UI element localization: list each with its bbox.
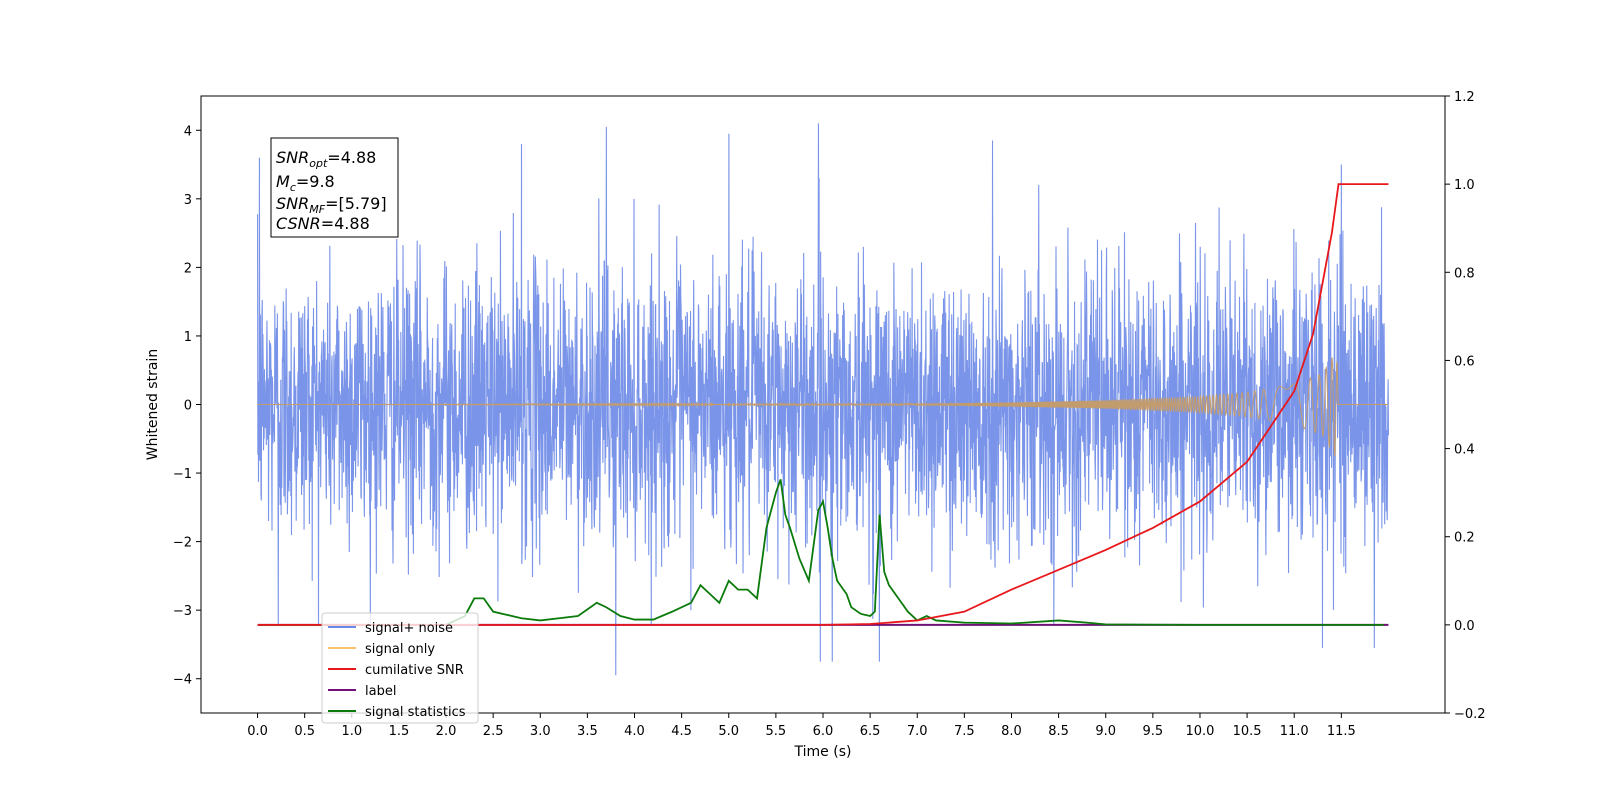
x-tick-label: 3.0	[530, 724, 551, 739]
y-tick-label: 2	[184, 261, 192, 276]
x-tick-label: 2.5	[483, 724, 504, 739]
x-tick-label: 2.0	[436, 724, 457, 739]
x-tick-label: 5.5	[766, 724, 787, 739]
y-tick-label: 3	[184, 193, 192, 208]
y-tick-label: −2	[173, 536, 192, 551]
signal-only-line	[257, 357, 1389, 457]
legend-label: signal statistics	[365, 705, 466, 720]
annotation-csnr: CSNR=4.88	[276, 214, 370, 233]
x-tick-label: 0.0	[247, 724, 268, 739]
x-tick-label: 6.5	[860, 724, 881, 739]
x-axis-label: Time (s)	[794, 744, 852, 760]
x-tick-label: 4.5	[671, 724, 692, 739]
right-y-tick-label: 0.2	[1454, 531, 1475, 546]
right-y-axis-ticks: 1.2 1.0 0.8 0.6 0.4 0.2 0.0 −0.2	[1445, 90, 1486, 722]
x-tick-label: 7.0	[907, 724, 928, 739]
y-tick-label: −4	[173, 673, 192, 688]
right-y-tick-label: 0.8	[1454, 266, 1475, 281]
x-tick-label: 4.0	[624, 724, 645, 739]
y-tick-label: 0	[184, 399, 192, 414]
annotation-mc: Mc=9.8	[276, 172, 335, 194]
signal-statistics-series	[257, 479, 1384, 626]
stats-annotation-box: SNRopt=4.88 Mc=9.8 SNRMF=[5.79] CSNR=4.8…	[270, 137, 399, 238]
right-y-tick-label: −0.2	[1454, 707, 1486, 722]
cumulative-snr-line	[257, 183, 1389, 626]
x-tick-label: 9.5	[1143, 724, 1164, 739]
x-tick-label: 11.0	[1280, 724, 1309, 739]
y-tick-label: 4	[184, 124, 192, 139]
signal-only-series	[257, 357, 1389, 457]
right-y-tick-label: 1.2	[1454, 90, 1475, 105]
x-axis-ticks: 0.0 0.5 1.0 1.5 2.0 2.5 3.0 3.5 4.0 4.5 5.0 5.5 6.0 6…	[247, 713, 1356, 739]
x-tick-label: 3.5	[577, 724, 598, 739]
annotation-frame	[270, 137, 399, 238]
x-tick-label: 11.5	[1327, 724, 1356, 739]
x-tick-label: 10.0	[1185, 724, 1214, 739]
x-tick-label: 1.5	[389, 724, 410, 739]
x-tick-label: 7.5	[954, 724, 975, 739]
cumulative-snr-series	[257, 183, 1389, 626]
x-tick-label: 0.5	[294, 724, 315, 739]
right-y-tick-label: 0.6	[1454, 354, 1475, 369]
annotation-mc-value: =9.8	[296, 172, 335, 191]
x-tick-label: 1.0	[341, 724, 362, 739]
x-tick-label: 6.0	[813, 724, 834, 739]
y-tick-label: 1	[184, 330, 192, 345]
right-y-tick-label: 1.0	[1454, 178, 1475, 193]
y-tick-label: −1	[173, 467, 192, 482]
x-tick-label: 9.0	[1095, 724, 1116, 739]
signal-statistics-line	[257, 479, 1384, 626]
annotation-csnr-value: =4.88	[321, 214, 370, 233]
legend-label: signal only	[365, 642, 435, 657]
legend-frame	[321, 612, 479, 724]
x-tick-label: 8.5	[1048, 724, 1069, 739]
y-axis-ticks: 4 3 2 1 0 −1 −2 −3 −4	[173, 124, 201, 688]
signal-noise-line	[257, 123, 1389, 676]
annotation-snr-mf: SNRMF=[5.79]	[276, 194, 387, 216]
legend-label: cumilative SNR	[365, 663, 464, 678]
x-tick-label: 5.0	[718, 724, 739, 739]
legend-label: signal+ noise	[365, 621, 453, 636]
x-tick-label: 10.5	[1233, 724, 1262, 739]
annotation-snr-opt-value: =4.88	[327, 148, 376, 167]
right-y-tick-label: 0.0	[1454, 619, 1475, 634]
annotation-snr-mf-value: =[5.79]	[325, 194, 387, 213]
y-tick-label: −3	[173, 604, 192, 619]
legend-label: label	[365, 684, 396, 699]
right-y-tick-label: 0.4	[1454, 443, 1475, 458]
y-axis-label: Whitened strain	[145, 349, 161, 460]
annotation-snr-opt: SNRopt=4.88	[276, 148, 376, 170]
legend: signal+ noise signal only cumilative SNR la…	[321, 612, 479, 724]
x-tick-label: 8.0	[1001, 724, 1022, 739]
signal-noise-series	[257, 123, 1389, 676]
